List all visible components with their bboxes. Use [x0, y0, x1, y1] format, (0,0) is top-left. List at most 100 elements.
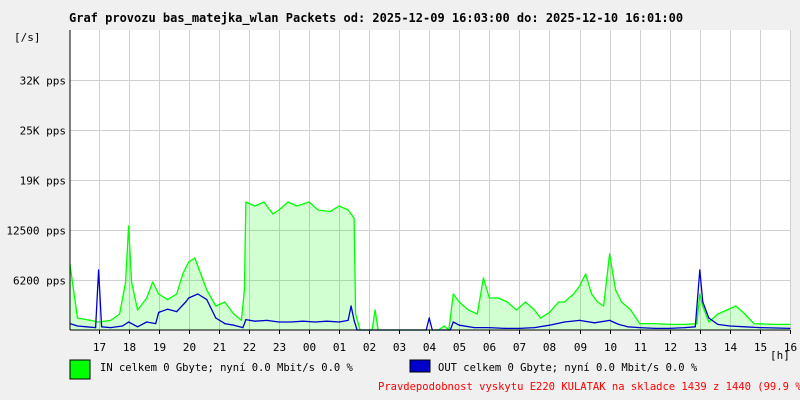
series-out-point: [101, 326, 103, 328]
series-out-point: [618, 323, 620, 325]
series-out-point: [350, 305, 352, 307]
series-in-point: [254, 205, 256, 207]
series-in-point: [699, 293, 701, 295]
series-out-point: [609, 319, 611, 321]
x-tick-label: 20: [183, 341, 196, 354]
series-in-point: [630, 309, 632, 311]
series-in-point: [744, 313, 746, 315]
series-in-point: [329, 211, 331, 213]
series-in-point: [591, 293, 593, 295]
series-in-point: [774, 323, 776, 325]
series-in-point: [245, 201, 247, 203]
x-tick-label: 19: [153, 341, 166, 354]
series-out-point: [518, 327, 521, 329]
series-in-point: [717, 313, 719, 315]
series-out-point: [155, 323, 157, 325]
y-tick-label: 12500 pps: [6, 225, 66, 238]
series-out-point: [579, 319, 581, 321]
series-in-point: [684, 323, 686, 325]
series-out-point: [76, 325, 79, 327]
series-in-point: [458, 301, 460, 303]
series-out-point: [242, 327, 244, 329]
series-in-point: [669, 323, 671, 325]
series-out-point: [326, 320, 328, 322]
series-in-point: [85, 319, 88, 321]
series-in-point: [572, 293, 575, 295]
series-out-point: [185, 301, 187, 303]
series-out-point: [215, 317, 217, 319]
series-in-point: [708, 321, 710, 323]
series-out-point: [729, 325, 731, 327]
series-out-point: [654, 327, 656, 329]
y-tick-label: 6200 pps: [13, 275, 66, 288]
series-in-point: [789, 323, 791, 325]
series-in-point: [240, 319, 242, 321]
series-out-point: [458, 324, 460, 326]
series-in-point: [557, 301, 560, 303]
series-out-point: [137, 326, 139, 328]
series-in-point: [131, 281, 133, 283]
series-in-point: [506, 301, 508, 303]
x-tick-label: 15: [754, 341, 767, 354]
series-in-point: [188, 261, 190, 263]
series-in-area: [70, 202, 790, 330]
series-out-point: [759, 327, 761, 329]
series-out-point: [278, 321, 280, 323]
series-in-point: [467, 309, 469, 311]
series-out-point: [110, 327, 112, 329]
series-in-point: [615, 289, 617, 291]
series-out-point: [206, 299, 208, 301]
x-tick-label: 18: [123, 341, 136, 354]
legend-swatch-in: [69, 359, 91, 380]
series-out-point: [548, 324, 551, 326]
series-in-point: [597, 301, 599, 303]
y-tick-label: 32K pps: [20, 75, 66, 88]
series-in-point: [272, 213, 274, 215]
series-in-point: [194, 257, 196, 259]
series-out-point: [694, 326, 696, 328]
series-in-point: [497, 297, 499, 299]
series-in-point: [125, 281, 127, 283]
y-axis-unit-label: [/s]: [14, 31, 41, 44]
series-out-point: [224, 323, 226, 325]
series-in-point: [579, 285, 581, 287]
series-in-point: [452, 293, 454, 295]
series-out-point: [353, 319, 355, 321]
x-tick-labels: 17 18 19 20 21 22 23 00 01 02 03 04 05 06 07 08 09 10 11 12…: [93, 341, 797, 354]
series-out-point: [146, 321, 148, 323]
series-in-point: [243, 289, 245, 291]
availability-note: Pravdepodobnost vyskytu E220 KULATAK na …: [378, 381, 800, 393]
chart-title: Graf provozu bas_matejka_wlan Packets od…: [69, 11, 683, 26]
series-in-point: [609, 253, 611, 255]
series-in-point: [110, 319, 112, 321]
x-tick-label: 14: [724, 341, 738, 354]
series-in-point: [347, 209, 349, 211]
series-out-point: [98, 269, 100, 271]
series-out-point: [669, 327, 671, 329]
series-in-point: [539, 317, 542, 319]
series-out-point: [122, 325, 124, 327]
x-tick-label: 04: [423, 341, 437, 354]
series-out-point: [744, 326, 746, 328]
series-in-point: [621, 301, 623, 303]
grid: [70, 30, 791, 334]
x-tick-label: 06: [483, 341, 496, 354]
series-in-point: [482, 277, 484, 279]
legend-text-in: IN celkem 0 Gbyte; nyní 0.0 Mbit/s 0.0 %: [100, 362, 354, 374]
series-in-point: [206, 289, 208, 291]
x-axis-unit-label: [h]: [770, 349, 790, 362]
series-in-point: [726, 309, 728, 311]
series-in-point: [233, 313, 235, 315]
series-out-point: [314, 321, 316, 323]
series-in-point: [119, 313, 121, 315]
axes: [69, 30, 790, 331]
series-out-point: [473, 327, 475, 329]
series-in-point: [158, 293, 160, 295]
series-in-point: [76, 317, 79, 319]
series-in-point: [278, 209, 280, 211]
series-in-point: [488, 297, 490, 299]
series-in-point: [287, 201, 289, 203]
series-out-point: [684, 327, 686, 329]
